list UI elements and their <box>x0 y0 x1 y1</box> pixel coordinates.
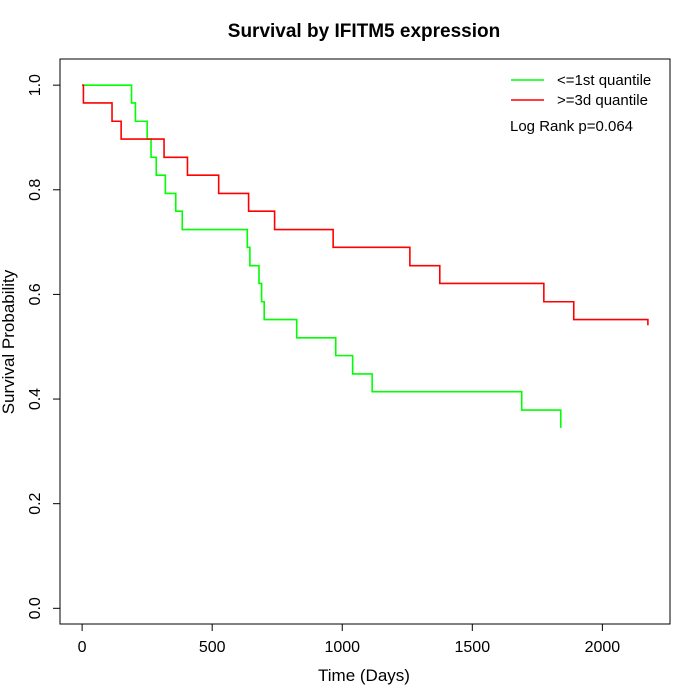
log-rank-annotation: Log Rank p=0.064 <box>510 118 633 135</box>
survival-curve-1 <box>82 84 562 428</box>
y-tick-label: 0.8 <box>27 179 44 201</box>
x-tick-label: 500 <box>199 639 226 656</box>
y-axis: 0.0 0.2 0.4 0.6 0.8 1.0 <box>27 74 61 619</box>
y-tick-label: 0.2 <box>27 492 44 514</box>
legend-label: >=3d quantile <box>557 92 648 109</box>
chart-title: Survival by IFITM5 expression <box>228 21 500 42</box>
y-tick-label: 0.0 <box>27 597 44 619</box>
x-tick-label: 2000 <box>585 639 621 656</box>
x-tick-label: 1000 <box>324 639 360 656</box>
x-axis-label: Time (Days) <box>318 666 410 685</box>
y-tick-label: 0.4 <box>27 388 44 410</box>
y-axis-label: Survival Probability <box>0 269 18 414</box>
legend: <=1st quantile >=3d quantile <box>511 72 651 109</box>
y-tick-label: 1.0 <box>27 74 44 96</box>
x-tick-label: 1500 <box>455 639 491 656</box>
x-axis: 0 500 1000 1500 2000 <box>78 623 621 656</box>
legend-label: <=1st quantile <box>557 72 651 89</box>
y-tick-label: 0.6 <box>27 283 44 305</box>
survival-curve-2 <box>82 84 649 326</box>
x-tick-label: 0 <box>78 639 87 656</box>
series-layer <box>82 84 649 428</box>
